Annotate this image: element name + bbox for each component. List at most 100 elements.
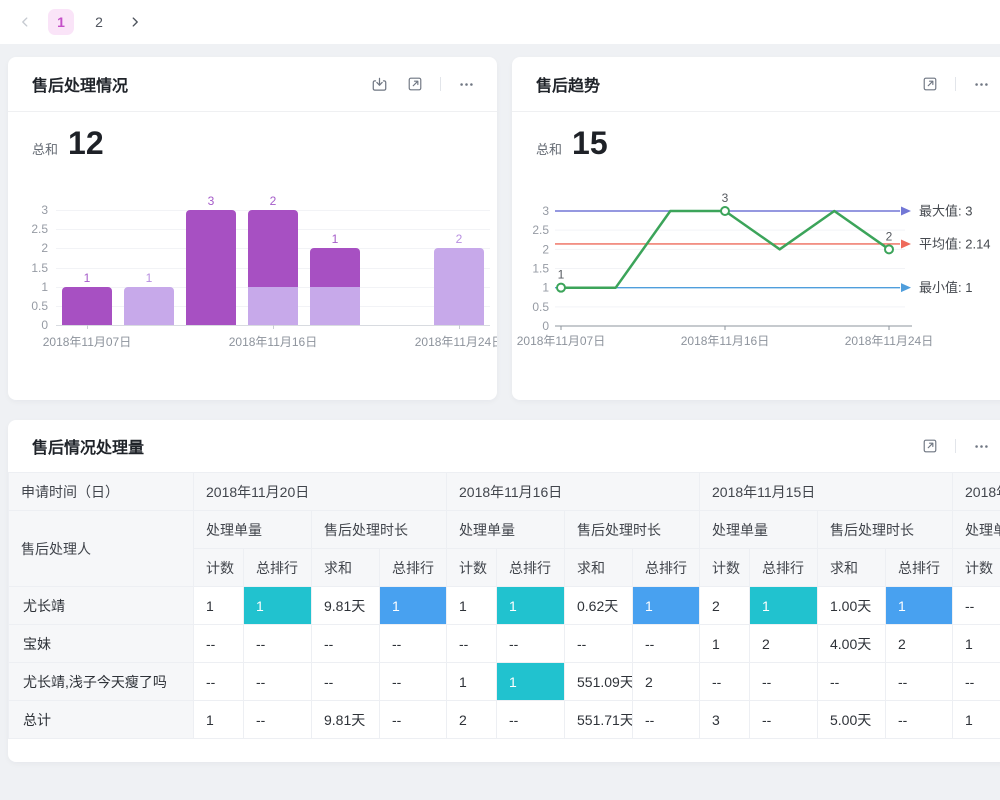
divider (955, 439, 956, 453)
reference-label: 最大值: 3 (919, 204, 972, 219)
trend-line-chart[interactable]: 0 0.5 1 1.5 2 2.5 3 最大值: 3 平均值: 2.14 最小值: 1 1 3 2 201… (512, 187, 1000, 367)
table-cell: 1 (446, 586, 497, 625)
bar-segment[interactable] (434, 248, 484, 325)
y-axis-tick: 2.5 (532, 223, 549, 237)
metric-header: 售后处理时长 (817, 510, 953, 549)
kpi-label: 总和 (32, 142, 59, 157)
table-cell: 1 (952, 624, 1000, 663)
card-aftersales-volume-table: 售后情况处理量 申请时间（日） 2018年11月20日 2018年11月16日 201… (8, 420, 1000, 762)
table-cell: 1 (885, 586, 953, 625)
bar-segment[interactable] (248, 210, 298, 287)
expand-icon[interactable] (404, 73, 426, 95)
metric-header: 处理单量 (193, 510, 312, 549)
table-cell: -- (243, 700, 312, 739)
bar-segment[interactable] (310, 286, 360, 325)
page-button-2[interactable]: 2 (95, 14, 103, 30)
sub-header: 求和 (817, 548, 886, 587)
expand-icon[interactable] (919, 435, 941, 457)
data-point[interactable] (720, 206, 730, 216)
y-axis-tick: 2.5 (31, 222, 48, 237)
table-cell: 1 (379, 586, 447, 625)
reference-label: 平均值: 2.14 (919, 236, 991, 251)
kpi-total: 总和 15 (536, 127, 608, 159)
table-cell: 5.00天 (817, 700, 886, 739)
table-cell: 1.00天 (817, 586, 886, 625)
y-axis-tick: 0 (41, 318, 48, 332)
table-cell: -- (496, 624, 565, 663)
table-cell: -- (749, 700, 818, 739)
bar-value-label: 2 (455, 232, 463, 247)
sub-header: 计数 (446, 548, 497, 587)
table-cell: -- (885, 662, 953, 701)
x-axis-label: 2018年11月24日 (845, 334, 934, 348)
table-cell: 551.71天 (564, 700, 633, 739)
table-cell: -- (243, 624, 312, 663)
sub-header: 计数 (952, 548, 1000, 587)
chevron-left-icon (14, 11, 36, 33)
metric-header: 处理单量 (699, 510, 818, 549)
y-axis-tick: 1.5 (532, 262, 549, 276)
table-cell: 9.81天 (311, 700, 380, 739)
table-cell: 1 (749, 586, 818, 625)
date-group-header: 2018年11月16日 (446, 472, 700, 511)
more-icon[interactable] (970, 73, 992, 95)
y-axis-tick: 2 (41, 241, 48, 256)
card-aftersales-trend: 售后趋势 总和 15 0 0.5 1 1.5 2 2.5 3 最大值: 3 平均值: 2.14 最… (512, 57, 1000, 400)
table-cell: 1 (193, 700, 244, 739)
table-cell: 1 (496, 662, 565, 701)
table-row: 总计 1 -- 9.81天 -- 2 -- 551.71天 -- 3 -- 5.00天 -- 1 (8, 700, 1000, 739)
bar-segment[interactable] (310, 248, 360, 287)
pagination-bar: 1 2 (0, 0, 1000, 44)
table-cell: 1 (243, 586, 312, 625)
download-icon[interactable] (368, 73, 390, 95)
chevron-right-icon[interactable] (124, 11, 146, 33)
bar-segment[interactable] (186, 210, 236, 325)
point-value-label: 2 (886, 229, 893, 243)
table-cell: 2 (446, 700, 497, 739)
table-cell: 0.62天 (564, 586, 633, 625)
reference-arrow-icon (901, 283, 911, 293)
data-point[interactable] (556, 282, 566, 293)
sub-header: 计数 (699, 548, 750, 587)
divider (440, 77, 441, 91)
table-cell: 2 (749, 624, 818, 663)
table-cell: 3 (699, 700, 750, 739)
pivot-table-container[interactable]: 申请时间（日） 2018年11月20日 2018年11月16日 2018年11月15日… (8, 472, 1000, 739)
more-icon[interactable] (455, 73, 477, 95)
bar-segment[interactable] (124, 286, 174, 325)
kpi-total: 总和 12 (32, 127, 104, 159)
table-cell: 9.81天 (311, 586, 380, 625)
x-axis-label: 2018年11月07日 (42, 335, 132, 349)
table-cell: -- (193, 624, 244, 663)
table-cell: 2 (632, 662, 700, 701)
stacked-bar-chart[interactable]: 00.511.522.53113121122018年11月07日2018年11月… (8, 187, 497, 367)
bar-segment[interactable] (248, 286, 298, 325)
sub-header: 总排行 (379, 548, 447, 587)
x-axis-label: 2018年11月07日 (517, 334, 606, 348)
x-axis-tick (459, 325, 460, 329)
bar-segment[interactable] (62, 286, 112, 325)
sub-header: 总排行 (885, 548, 953, 587)
table-cell: 1 (699, 624, 750, 663)
metric-header: 售后处理时长 (564, 510, 700, 549)
y-axis-tick: 1 (542, 281, 549, 295)
table-cell: -- (564, 624, 633, 663)
more-icon[interactable] (970, 435, 992, 457)
row-label: 尤长靖 (8, 586, 194, 625)
table-cell: 1 (952, 700, 1000, 739)
x-axis-tick (273, 325, 274, 329)
table-cell: -- (379, 700, 447, 739)
pivot-table: 申请时间（日） 2018年11月20日 2018年11月16日 2018年11月15日… (8, 472, 1000, 739)
x-axis-label: 2018年11月16日 (228, 335, 318, 349)
x-axis-label: 2018年11月24日 (414, 335, 497, 349)
divider (955, 77, 956, 91)
reference-label: 最小值: 1 (919, 280, 972, 295)
date-group-header: 2018年11月15日 (699, 472, 953, 511)
table-cell: -- (379, 662, 447, 701)
expand-icon[interactable] (919, 73, 941, 95)
data-point[interactable] (884, 244, 894, 255)
page-button-1[interactable]: 1 (48, 9, 74, 35)
row-label: 总计 (8, 700, 194, 739)
bar-value-label: 1 (83, 270, 91, 285)
date-group-header: 2018年 (952, 472, 1000, 511)
